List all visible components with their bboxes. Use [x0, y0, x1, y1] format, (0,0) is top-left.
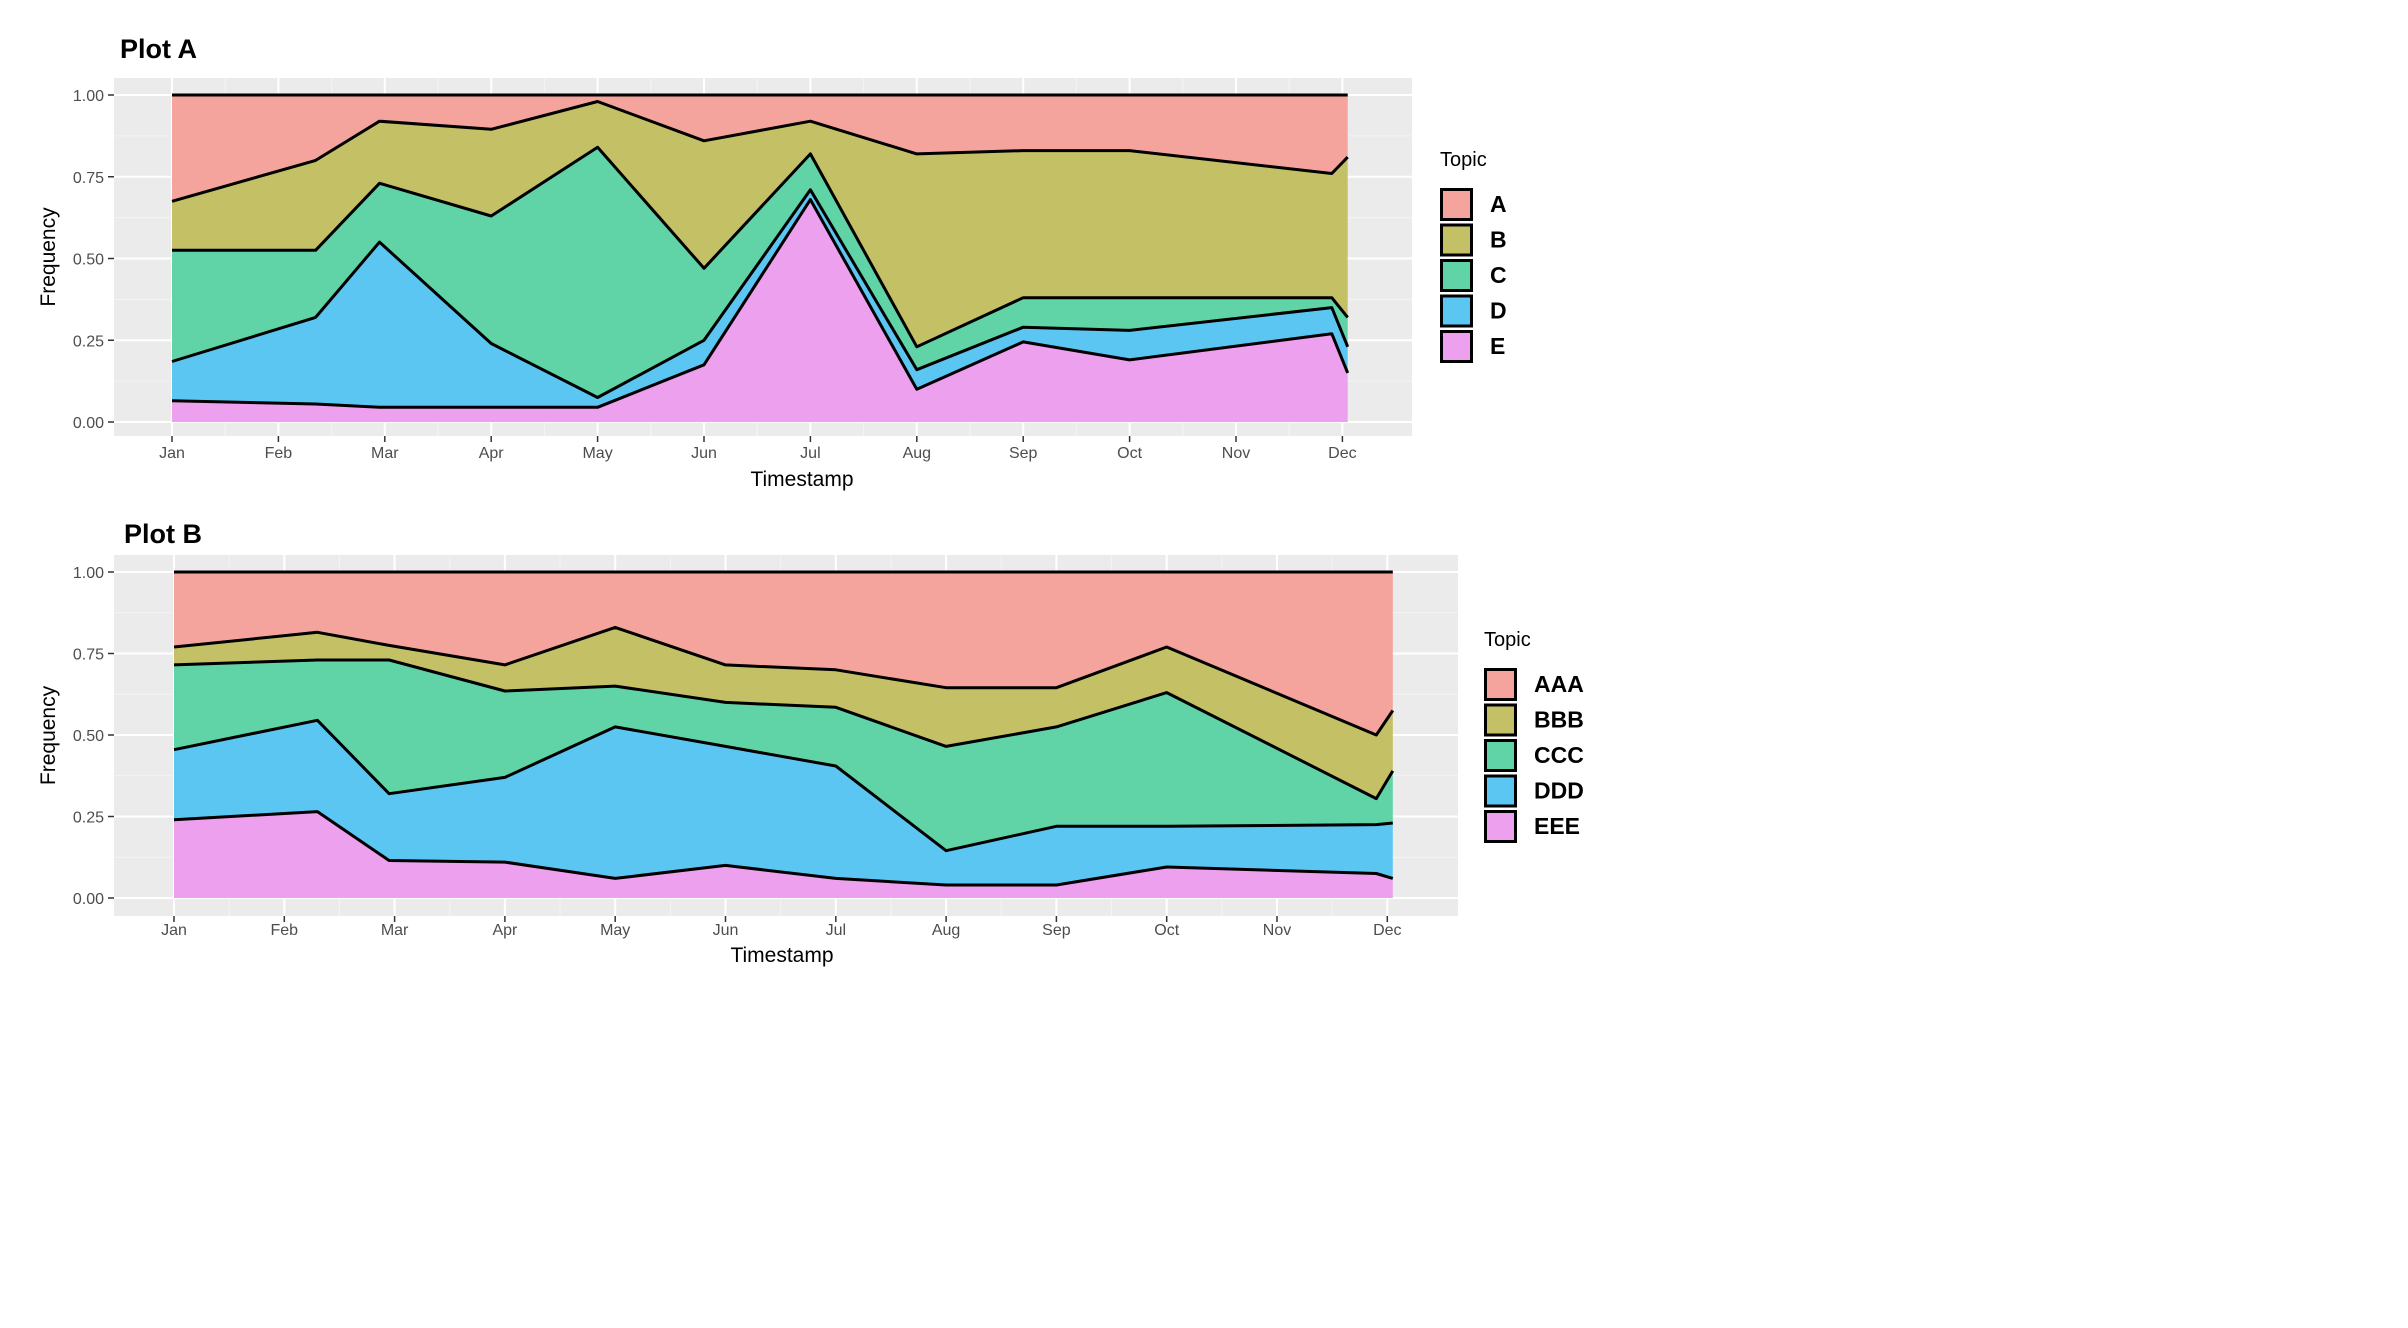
legend-label: E: [1490, 333, 1505, 359]
y-tick-label: 0.50: [73, 728, 104, 745]
area-series-eee: [174, 811, 1393, 898]
legend-title: Topic: [1484, 629, 1531, 651]
plot-title: Plot A: [120, 34, 197, 64]
plot-a: Plot A 0.00 0.25 0.50 0.75 1.00 Jan Feb Mar Apr Ma…: [37, 34, 1507, 491]
x-tick-label: Feb: [271, 922, 299, 939]
y-axis-title: Frequency: [37, 685, 60, 785]
area-outline-line: [173, 718, 1393, 853]
legend-key: [1484, 774, 1517, 808]
area-series-a: [172, 95, 1348, 202]
x-tick-label: Jan: [161, 922, 187, 939]
legend-key: [1484, 810, 1517, 843]
area-series-b: [172, 101, 1348, 347]
x-tick-label: Nov: [1263, 922, 1291, 939]
legend-label: EEE: [1534, 813, 1580, 839]
x-tick-label: Mar: [371, 445, 399, 462]
x-tick-label: Sep: [1042, 922, 1071, 939]
legend-key: [1440, 223, 1473, 257]
y-tick-label: 0.25: [73, 333, 104, 350]
y-tick-label: 0.00: [73, 415, 104, 432]
legend-key: [1440, 259, 1473, 292]
area-series-d: [172, 189, 1348, 408]
x-tick-label: Oct: [1117, 445, 1142, 462]
x-tick-label: Jun: [713, 922, 739, 939]
area-outline-line: [172, 145, 1349, 349]
x-tick-label: Jun: [691, 445, 717, 462]
plot-b: Plot B 0.00 0.25 0.50 0.75 1.00 Jan Feb Mar Apr Ma…: [37, 519, 1584, 967]
x-tick-label: Nov: [1222, 445, 1250, 462]
x-tick-label: Oct: [1154, 922, 1179, 939]
legend-key: [1440, 330, 1473, 363]
legend-label: CCC: [1534, 742, 1584, 768]
legend-label: DDD: [1534, 778, 1584, 804]
legend-key: [1484, 739, 1517, 772]
x-tick-label: Aug: [903, 445, 931, 462]
y-axis-title: Frequency: [37, 207, 60, 307]
legend-label: D: [1490, 298, 1507, 324]
legend-key: [1484, 668, 1517, 701]
legend-label: C: [1490, 262, 1507, 288]
legend-label: AAA: [1534, 671, 1584, 697]
x-axis-title: Timestamp: [750, 468, 853, 491]
y-tick-label: 0.25: [73, 810, 104, 827]
x-tick-label: Sep: [1009, 445, 1038, 462]
legend-key: [1440, 188, 1473, 221]
x-tick-label: Dec: [1373, 922, 1401, 939]
area-series-e: [172, 199, 1348, 422]
x-tick-label: Jul: [800, 445, 820, 462]
x-tick-label: Mar: [381, 922, 409, 939]
area-outline-line: [171, 100, 1349, 203]
x-tick-label: Apr: [492, 922, 518, 939]
x-axis-title: Timestamp: [730, 944, 833, 967]
area-series-ddd: [174, 720, 1393, 885]
area-series-bbb: [174, 627, 1393, 799]
area-series-aaa: [174, 572, 1393, 735]
y-tick-label: 0.50: [73, 252, 104, 269]
x-tick-label: Jan: [159, 445, 185, 462]
legend-key: [1484, 703, 1517, 737]
x-tick-label: Aug: [932, 922, 960, 939]
x-tick-label: May: [582, 445, 612, 462]
y-tick-label: 0.00: [73, 891, 104, 908]
plot-title: Plot B: [124, 519, 202, 549]
y-tick-label: 1.00: [73, 88, 104, 105]
legend-title: Topic: [1440, 149, 1487, 171]
x-tick-label: May: [600, 922, 630, 939]
area-outline-line: [171, 198, 1350, 409]
area-outline-line: [173, 810, 1394, 887]
legend-key: [1440, 294, 1473, 328]
y-tick-label: 1.00: [73, 565, 104, 582]
x-tick-label: Dec: [1328, 445, 1356, 462]
area-outline-line: [171, 188, 1350, 399]
y-tick-label: 0.75: [73, 170, 104, 187]
area-outline-line: [173, 658, 1395, 801]
x-tick-label: Apr: [479, 445, 505, 462]
x-tick-label: Feb: [265, 445, 293, 462]
area-outline-line: [173, 625, 1395, 737]
legend-label: B: [1490, 227, 1507, 253]
x-tick-label: Jul: [826, 922, 846, 939]
legend-label: A: [1490, 191, 1507, 217]
legend-label: BBB: [1534, 707, 1584, 733]
y-tick-label: 0.75: [73, 647, 104, 664]
